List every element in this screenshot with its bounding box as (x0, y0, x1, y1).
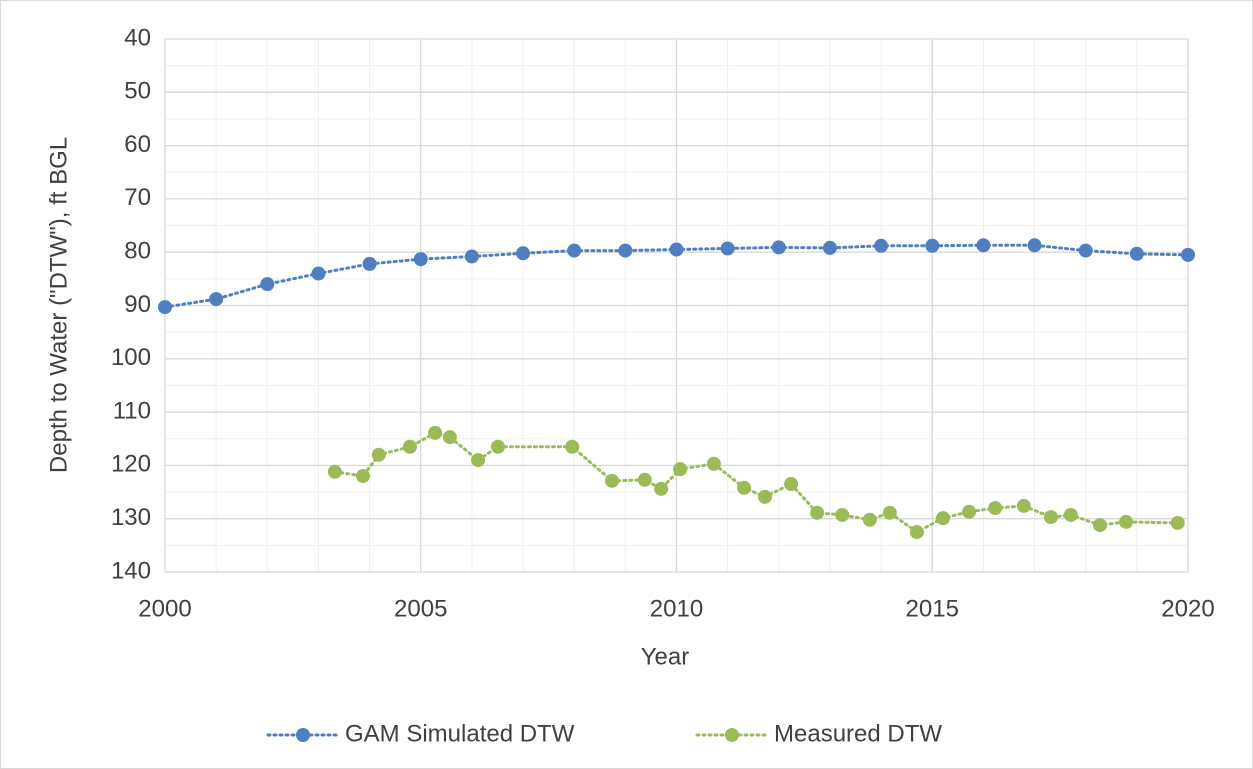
data-point (428, 425, 443, 440)
data-point (1043, 510, 1058, 525)
y-tick-label: 50 (124, 78, 151, 105)
data-point (669, 242, 684, 257)
data-point (654, 481, 669, 496)
data-point (605, 473, 620, 488)
data-point (490, 439, 505, 454)
x-tick-label: 2020 (1161, 595, 1214, 622)
legend-label: GAM Simulated DTW (345, 720, 575, 747)
data-point (810, 505, 825, 520)
y-tick-label: 40 (124, 24, 151, 51)
data-point (822, 240, 837, 255)
data-point (1129, 246, 1144, 261)
y-tick-label: 100 (111, 344, 151, 371)
data-point (327, 464, 342, 479)
y-tick-label: 120 (111, 451, 151, 478)
data-point (706, 456, 721, 471)
data-point (1078, 243, 1093, 258)
data-point (413, 252, 428, 267)
y-tick-label: 70 (124, 184, 151, 211)
data-point (1170, 515, 1185, 530)
x-axis-label: Year (641, 643, 690, 670)
data-point (874, 238, 889, 253)
data-point (757, 489, 772, 504)
y-tick-label: 110 (113, 397, 151, 424)
data-point (862, 512, 877, 527)
y-tick-label: 60 (124, 131, 151, 158)
data-point (784, 477, 799, 492)
data-point (260, 277, 275, 292)
y-tick-label: 90 (124, 291, 151, 318)
data-point (355, 469, 370, 484)
data-point (935, 511, 950, 526)
data-point (976, 238, 991, 253)
data-point (737, 480, 752, 495)
legend-marker (725, 728, 739, 742)
data-point (403, 439, 418, 454)
data-point (362, 256, 377, 271)
data-point (637, 472, 652, 487)
data-point (720, 241, 735, 256)
data-point (371, 447, 386, 462)
data-point (988, 501, 1003, 516)
x-tick-label: 2010 (650, 595, 703, 622)
data-point (1119, 514, 1134, 529)
x-tick-label: 2000 (138, 595, 191, 622)
data-point (567, 243, 582, 258)
data-point (158, 300, 172, 315)
data-point (618, 243, 633, 258)
data-point (565, 439, 580, 454)
data-point (209, 292, 224, 307)
data-point (925, 238, 940, 253)
data-point (962, 504, 977, 519)
data-point (771, 240, 786, 255)
x-tick-label: 2015 (906, 595, 959, 622)
y-tick-label: 130 (111, 504, 151, 531)
data-point (882, 505, 897, 520)
data-point (516, 246, 531, 261)
legend-label: Measured DTW (774, 720, 942, 747)
data-point (464, 249, 479, 264)
data-point (442, 430, 457, 445)
data-point (311, 266, 326, 281)
data-point (1181, 247, 1195, 262)
data-point (1016, 498, 1031, 513)
data-point (471, 453, 486, 468)
data-point (673, 462, 688, 477)
data-point (1093, 518, 1108, 533)
legend-marker (296, 728, 310, 742)
data-point (909, 525, 924, 540)
x-tick-label: 2005 (394, 595, 447, 622)
data-point (835, 507, 850, 522)
y-tick-label: 140 (111, 557, 151, 584)
data-point (1063, 507, 1078, 522)
y-axis-label: Depth to Water ("DTW"), ft BGL (45, 137, 72, 473)
y-tick-label: 80 (124, 238, 151, 265)
data-point (1027, 238, 1042, 253)
